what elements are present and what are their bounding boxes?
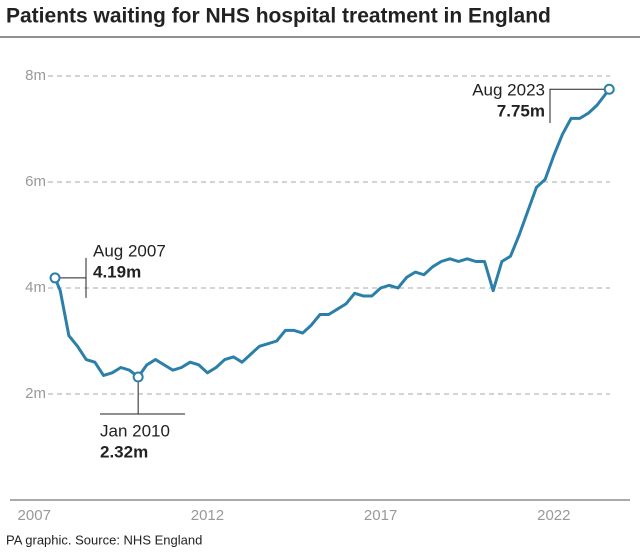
annotation-date: Aug 2023 xyxy=(472,80,545,99)
annotation-date: Aug 2007 xyxy=(93,241,166,260)
x-tick-label: 2022 xyxy=(537,507,570,524)
x-tick-label: 2007 xyxy=(18,507,51,524)
annotation-value: 7.75m xyxy=(497,101,545,120)
y-tick-label: 6m xyxy=(25,173,46,190)
annotation-date: Jan 2010 xyxy=(100,421,170,440)
leader xyxy=(100,377,185,415)
y-tick-label: 8m xyxy=(25,67,46,84)
source: PA graphic. Source: NHS England xyxy=(6,532,202,547)
x-tick-label: 2017 xyxy=(364,507,397,524)
annotation-value: 4.19m xyxy=(93,262,141,281)
point-marker xyxy=(603,83,615,95)
y-tick-label: 2m xyxy=(25,385,46,402)
x-tick-label: 2012 xyxy=(191,507,224,524)
leader xyxy=(549,88,610,123)
point-marker xyxy=(132,371,144,383)
annotation-value: 2.32m xyxy=(100,442,148,461)
line xyxy=(53,88,611,379)
y-tick-label: 4m xyxy=(25,279,46,296)
point-marker xyxy=(49,272,61,284)
chart-title: Patients waiting for NHS hospital treatm… xyxy=(6,5,551,28)
